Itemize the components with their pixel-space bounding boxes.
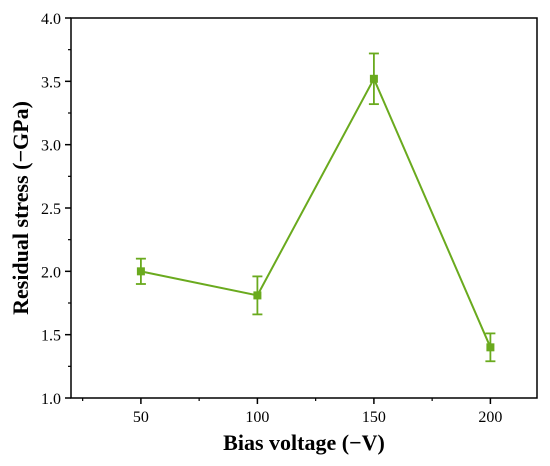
data-point <box>136 267 145 276</box>
x-axis-title: Bias voltage (−V) <box>223 430 385 455</box>
y-axis-ticks: 1.0 1.5 2.0 2.5 3.0 3.5 4.0 <box>41 11 71 408</box>
y-tick-label: 1.0 <box>41 391 61 408</box>
series-line <box>140 76 492 348</box>
x-tick-label: 150 <box>362 409 386 426</box>
y-tick-label: 2.5 <box>41 201 61 218</box>
x-tick-label: 50 <box>133 409 149 426</box>
y-tick-label: 1.5 <box>41 328 61 345</box>
x-tick-label: 100 <box>245 409 269 426</box>
series-layer <box>135 52 496 363</box>
y-tick-label: 3.0 <box>41 138 61 155</box>
y-tick-label: 2.0 <box>41 264 61 281</box>
x-axis-ticks: 50 100 150 200 <box>82 398 502 426</box>
data-point <box>486 343 495 352</box>
y-tick-label: 4.0 <box>41 11 61 28</box>
y-tick-label: 3.5 <box>41 74 61 91</box>
data-point <box>369 74 378 83</box>
data-point <box>253 291 262 300</box>
x-tick-label: 200 <box>478 409 502 426</box>
y-axis-title: Residual stress (−GPa) <box>8 101 33 315</box>
